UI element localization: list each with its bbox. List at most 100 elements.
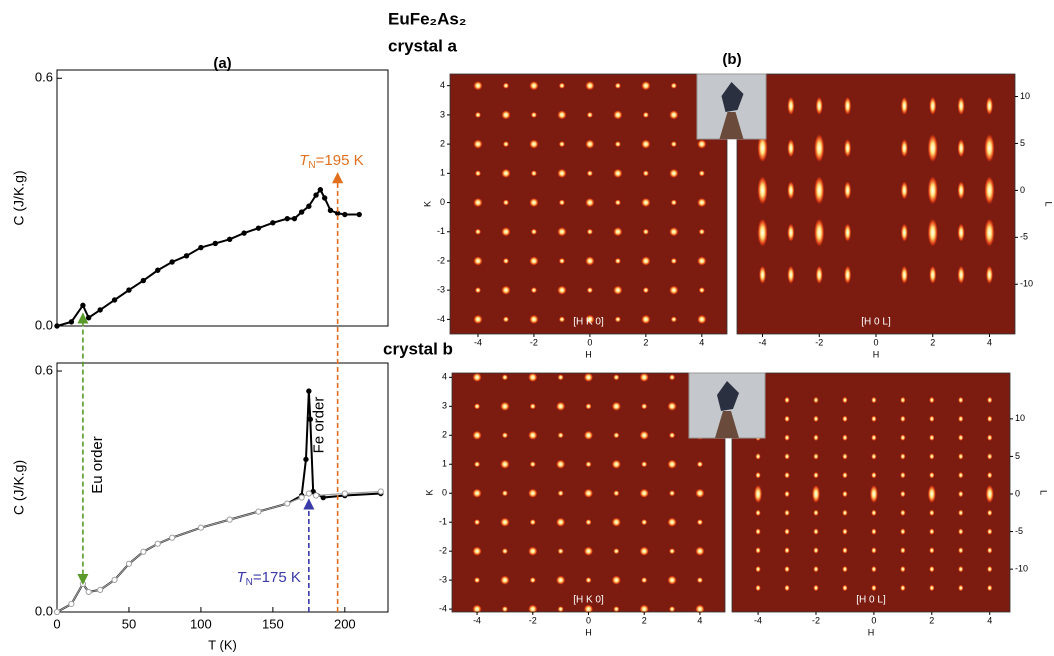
y-tick-label: 1 bbox=[442, 459, 447, 469]
map-label: [H 0 L] bbox=[861, 317, 891, 328]
spot bbox=[641, 139, 651, 149]
spot bbox=[473, 139, 483, 149]
spot bbox=[557, 285, 567, 295]
spot bbox=[556, 517, 566, 527]
spot bbox=[501, 110, 511, 120]
spot bbox=[642, 287, 649, 294]
spot bbox=[784, 396, 790, 404]
spot bbox=[557, 432, 564, 439]
y-axis-label: K bbox=[424, 489, 434, 495]
spot bbox=[871, 565, 877, 573]
y-tick-label: -4 bbox=[437, 314, 445, 324]
spot bbox=[929, 96, 937, 115]
spot bbox=[530, 170, 537, 177]
data-point bbox=[97, 586, 104, 594]
spot bbox=[474, 170, 481, 177]
eu-label: Eu order bbox=[89, 436, 106, 494]
spot bbox=[985, 485, 994, 504]
y-axis-label: C (J/K.g) bbox=[11, 170, 27, 225]
spot bbox=[528, 372, 538, 382]
spot bbox=[614, 141, 621, 148]
spot bbox=[871, 584, 877, 592]
spot bbox=[502, 199, 509, 206]
spot bbox=[958, 528, 964, 535]
spot bbox=[611, 517, 621, 527]
spot bbox=[900, 547, 906, 554]
spot bbox=[667, 517, 677, 527]
crystal-holder bbox=[715, 411, 739, 438]
spot bbox=[958, 396, 964, 404]
spot bbox=[987, 453, 993, 460]
spot bbox=[558, 257, 565, 264]
spot bbox=[586, 228, 593, 235]
spot bbox=[501, 168, 511, 178]
x-tick-label: 4 bbox=[697, 615, 702, 625]
spot bbox=[958, 415, 964, 423]
spot bbox=[500, 401, 510, 411]
x-tick-label: -4 bbox=[759, 337, 767, 347]
data-point bbox=[53, 608, 61, 616]
spot bbox=[613, 490, 620, 497]
spot bbox=[670, 316, 677, 323]
data-point bbox=[54, 323, 60, 329]
spot bbox=[667, 575, 677, 585]
fe-label: Fe order bbox=[310, 397, 327, 454]
y-tick-label: 0 bbox=[440, 197, 445, 207]
spot bbox=[585, 198, 595, 208]
spot bbox=[613, 110, 623, 120]
spot bbox=[695, 488, 705, 498]
spot bbox=[698, 228, 705, 235]
spot bbox=[813, 472, 819, 479]
x-tick-label: -2 bbox=[815, 337, 823, 347]
spot bbox=[473, 256, 483, 266]
x-tick-label: -2 bbox=[530, 337, 538, 347]
spot bbox=[501, 374, 508, 381]
data-point bbox=[226, 236, 233, 242]
y-axis-label: K bbox=[422, 201, 432, 207]
x-tick-label: 0 bbox=[587, 337, 592, 347]
data-point bbox=[298, 209, 305, 215]
spot bbox=[755, 584, 761, 592]
spot bbox=[529, 139, 539, 149]
spot bbox=[813, 528, 819, 535]
map-label: [H 0 L] bbox=[856, 595, 886, 606]
data-point bbox=[155, 267, 161, 273]
data-point bbox=[111, 297, 118, 303]
spot bbox=[813, 584, 819, 592]
spot bbox=[528, 430, 538, 440]
panel-b-label: (b) bbox=[722, 51, 741, 68]
spot bbox=[585, 314, 595, 324]
spot bbox=[611, 401, 621, 411]
x-tick-label: 2 bbox=[642, 615, 647, 625]
spot bbox=[929, 453, 935, 460]
spot bbox=[528, 488, 538, 498]
x-axis-label: H bbox=[585, 627, 592, 637]
y-tick-label: 5 bbox=[1015, 451, 1020, 461]
spot bbox=[667, 459, 677, 469]
spot bbox=[900, 396, 906, 404]
series-line bbox=[56, 187, 360, 327]
spot bbox=[757, 134, 768, 163]
spot bbox=[586, 287, 593, 294]
spot bbox=[613, 168, 623, 178]
spot bbox=[529, 81, 539, 91]
spot bbox=[844, 265, 852, 284]
y-tick-label: 1 bbox=[440, 168, 445, 178]
spot bbox=[697, 256, 707, 266]
spot bbox=[670, 141, 677, 148]
spot bbox=[842, 584, 848, 592]
x-tick-label: -4 bbox=[473, 615, 481, 625]
data-point bbox=[212, 240, 219, 247]
data-point bbox=[298, 494, 305, 501]
y-tick-label: 4 bbox=[442, 372, 447, 382]
spot bbox=[987, 547, 993, 554]
spot bbox=[900, 434, 906, 441]
x-tick-label: 0 bbox=[53, 616, 60, 631]
spot bbox=[586, 111, 593, 118]
data-point bbox=[85, 588, 92, 596]
spot bbox=[472, 430, 482, 440]
spot bbox=[472, 604, 482, 614]
plot-frame bbox=[56, 69, 389, 327]
spot bbox=[584, 604, 593, 614]
y-tick-label: 3 bbox=[442, 401, 447, 411]
